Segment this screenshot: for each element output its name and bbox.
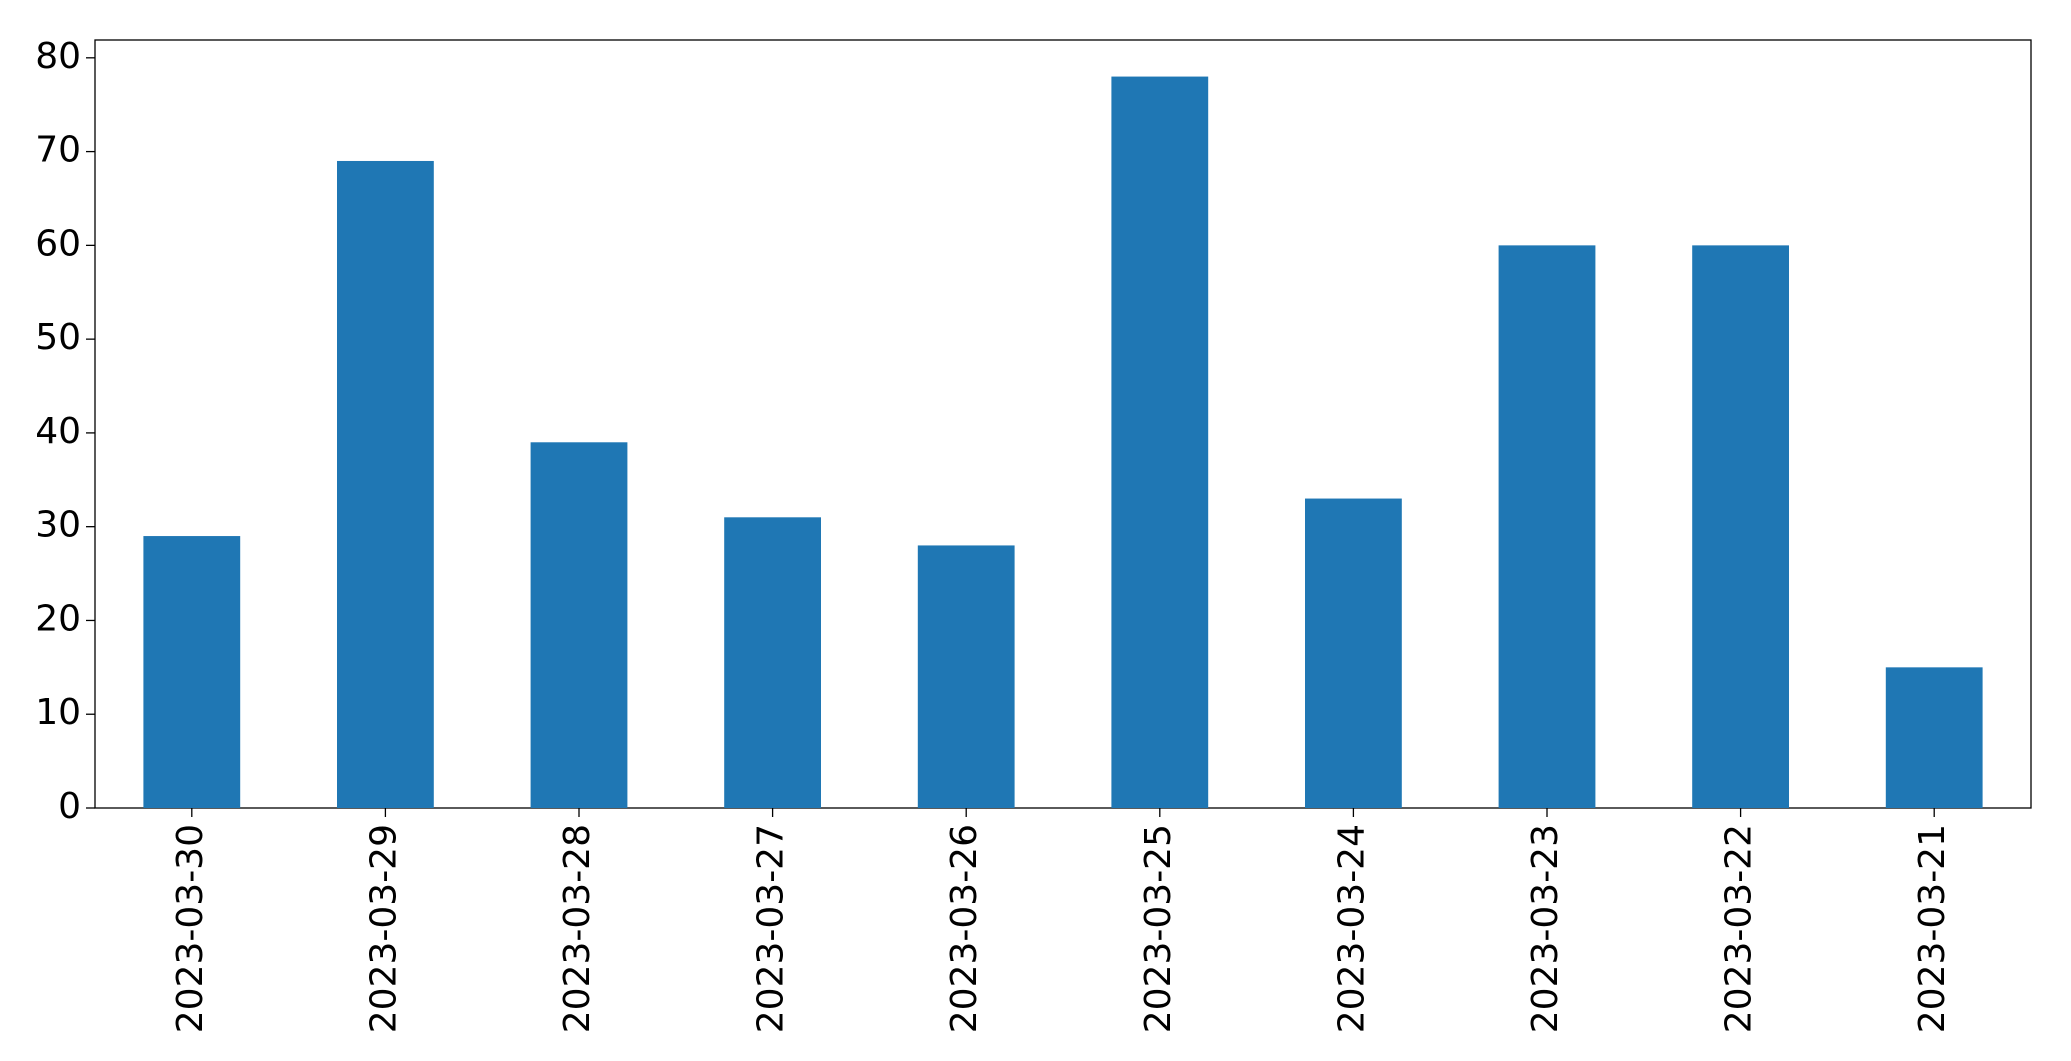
bar xyxy=(1498,245,1596,808)
x-tick-label: 2023-03-25 xyxy=(1138,824,1179,1033)
bar xyxy=(530,442,628,808)
bar xyxy=(1111,76,1209,809)
y-tick-label: 50 xyxy=(35,317,81,358)
bar xyxy=(917,545,1015,808)
x-tick-label: 2023-03-23 xyxy=(1525,824,1566,1033)
y-tick-label: 30 xyxy=(35,505,81,546)
x-tick-label: 2023-03-27 xyxy=(751,824,792,1033)
x-tick-label: 2023-03-22 xyxy=(1719,824,1760,1033)
y-tick-label: 20 xyxy=(35,598,81,639)
bar xyxy=(724,517,821,808)
y-tick-label: 60 xyxy=(35,223,81,264)
bar xyxy=(1305,498,1402,808)
x-tick-label: 2023-03-30 xyxy=(170,824,211,1033)
bar xyxy=(1692,245,1789,808)
y-tick-label: 0 xyxy=(58,786,81,827)
x-tick-label: 2023-03-26 xyxy=(944,824,985,1033)
x-tick-label: 2023-03-24 xyxy=(1331,824,1372,1033)
bar xyxy=(143,536,241,808)
y-tick-label: 70 xyxy=(35,130,81,171)
bar xyxy=(337,160,434,808)
x-tick-label: 2023-03-21 xyxy=(1912,824,1953,1033)
plot-frame xyxy=(94,39,2032,809)
y-tick-label: 40 xyxy=(35,411,81,452)
y-tick-label: 10 xyxy=(35,692,81,733)
x-tick-label: 2023-03-28 xyxy=(557,824,598,1033)
x-tick-label: 2023-03-29 xyxy=(363,824,404,1033)
bar xyxy=(1885,667,1983,808)
y-tick-label: 80 xyxy=(35,36,81,77)
